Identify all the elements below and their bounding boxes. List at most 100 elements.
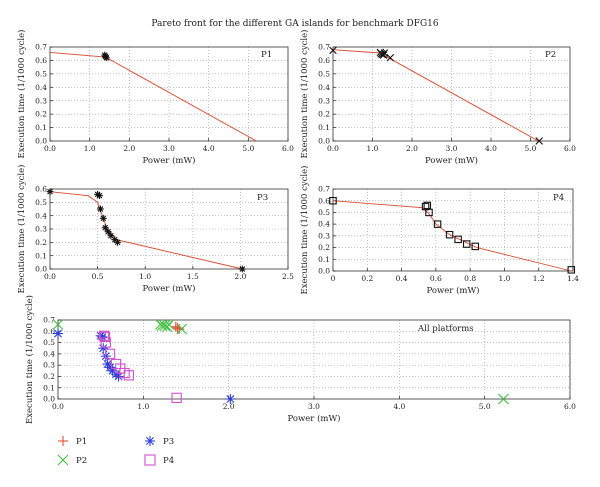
- x-tick-label: 5.0: [525, 144, 537, 153]
- panel-label: P1: [261, 50, 272, 60]
- data-point: [535, 137, 543, 145]
- data-point: [423, 201, 432, 210]
- chart-p1: 0.0 1.0 2.0 3.0 4.0 5.0 6.0 0.0 0.1 0.2 0.3 0.4 0.5 0…: [16, 30, 294, 166]
- marker-square: [171, 392, 182, 404]
- marker-square: [471, 242, 480, 251]
- marker-stroke: [105, 228, 111, 235]
- legend-label: P2: [76, 456, 87, 466]
- y-tick-label: 0.1: [35, 251, 47, 260]
- y-tick-label: 0.0: [318, 137, 330, 146]
- data-point: [114, 238, 121, 246]
- marker-square: [433, 220, 442, 228]
- y-tick-label: 0.7: [318, 185, 330, 194]
- y-tick-label: 0.3: [318, 96, 330, 105]
- marker-stroke: [97, 206, 104, 212]
- x-tick-label: 1.0: [137, 402, 149, 411]
- axes-frame: [332, 188, 574, 272]
- marker-stroke: [52, 319, 64, 330]
- marker-square: [425, 208, 433, 217]
- x-tick-label: 1.0: [84, 144, 96, 153]
- y-tick-label: 0.2: [318, 110, 330, 119]
- y-tick-label: 0.6: [318, 196, 330, 205]
- marker-stroke: [156, 320, 168, 332]
- x-tick-label: 1.5: [187, 272, 199, 281]
- data-point: [445, 230, 454, 239]
- marker-stroke: [146, 437, 154, 445]
- data-point: [433, 220, 442, 228]
- data-point: [99, 331, 111, 343]
- data-point: [99, 214, 107, 222]
- legend-item-p4: P4: [144, 454, 174, 466]
- x-tick-label: 4.0: [393, 402, 405, 411]
- y-tick-label: 0.2: [35, 110, 47, 119]
- x-tick-label: 4.0: [485, 144, 497, 153]
- data-point: [97, 205, 104, 213]
- marker-square: [462, 240, 471, 248]
- y-tick-label: 0.6: [35, 185, 47, 194]
- y-tick-label: 0.4: [35, 83, 47, 92]
- legend-label: P1: [76, 437, 87, 447]
- legend-item-p1: P1: [58, 436, 87, 447]
- y-tick-label: 0.7: [43, 316, 55, 325]
- marker-stroke: [102, 224, 109, 231]
- marker-stroke: [176, 323, 188, 335]
- y-tick-label: 0.0: [43, 395, 55, 404]
- y-tick-label: 0.6: [318, 56, 330, 65]
- marker-stroke: [106, 363, 115, 372]
- x-tick-label: 0.6: [430, 274, 442, 283]
- legend-marker: [57, 454, 69, 466]
- y-tick-label: 0.5: [35, 198, 47, 207]
- data-point: [102, 54, 110, 62]
- y-axis-label: Execution time (1/1000 cycle): [299, 166, 310, 295]
- x-tick-label: 0.8: [464, 274, 476, 283]
- data-point: [104, 348, 116, 360]
- panel-label: P4: [553, 193, 564, 203]
- marker-stroke: [163, 319, 175, 330]
- y-tick-label: 0.4: [318, 220, 330, 229]
- chart-p3: 0.0 0.5 1.0 1.5 2.0 2.5 0.0 0.1 0.2 0.3 0.4 0.5 0.6 P…: [16, 165, 294, 294]
- x-tick-label: 2.5: [282, 272, 294, 281]
- data-point: [104, 228, 112, 236]
- y-tick-label: 0.1: [43, 383, 55, 392]
- series-p4: [98, 330, 182, 404]
- data-point: [96, 192, 103, 200]
- data-point: [454, 235, 462, 244]
- data-point: [52, 319, 64, 330]
- chart-p4: 0 0.2 0.4 0.6 0.8 1.0 1.2 1.4 0.0 0.1 0.2 0.3 0.4 0.5…: [299, 166, 579, 296]
- x-axis-label: Power (mW): [427, 285, 480, 296]
- legend-label: P3: [163, 437, 174, 447]
- marker-stroke: [111, 236, 118, 243]
- y-tick-label: 0.7: [35, 43, 47, 52]
- y-tick-label: 0.2: [318, 243, 330, 252]
- marker-stroke: [380, 49, 389, 57]
- y-tick-label: 0.5: [35, 69, 47, 78]
- marker-stroke: [114, 239, 121, 246]
- y-tick-label: 0.3: [318, 231, 330, 240]
- axes-frame: [49, 188, 289, 270]
- y-axis-label: Execution time (1/1000 cycle): [16, 30, 27, 159]
- marker-stroke: [47, 188, 53, 195]
- data-point: [471, 242, 480, 251]
- x-axis-label: Power (mW): [288, 413, 341, 424]
- marker-stroke: [535, 137, 543, 145]
- marker-stroke: [329, 46, 337, 55]
- y-tick-label: 0.2: [43, 372, 55, 381]
- marker-square: [104, 348, 116, 360]
- x-tick-label: 3.0: [308, 402, 320, 411]
- x-tick-label: 6.0: [564, 402, 576, 411]
- y-tick-label: 0.0: [35, 137, 47, 146]
- data-point: [329, 196, 337, 205]
- x-tick-label: 6.0: [564, 144, 576, 153]
- marker-stroke: [54, 329, 62, 338]
- panel-label: All platforms: [417, 324, 474, 334]
- panel-label: P2: [545, 50, 556, 60]
- data-point: [425, 208, 433, 217]
- series-p3: [53, 328, 236, 404]
- data-point: [101, 224, 109, 232]
- axes-frame: [332, 46, 571, 142]
- marker-stroke: [114, 372, 123, 381]
- marker-square: [100, 337, 111, 348]
- data-point: [163, 319, 175, 330]
- data-point: [567, 266, 576, 274]
